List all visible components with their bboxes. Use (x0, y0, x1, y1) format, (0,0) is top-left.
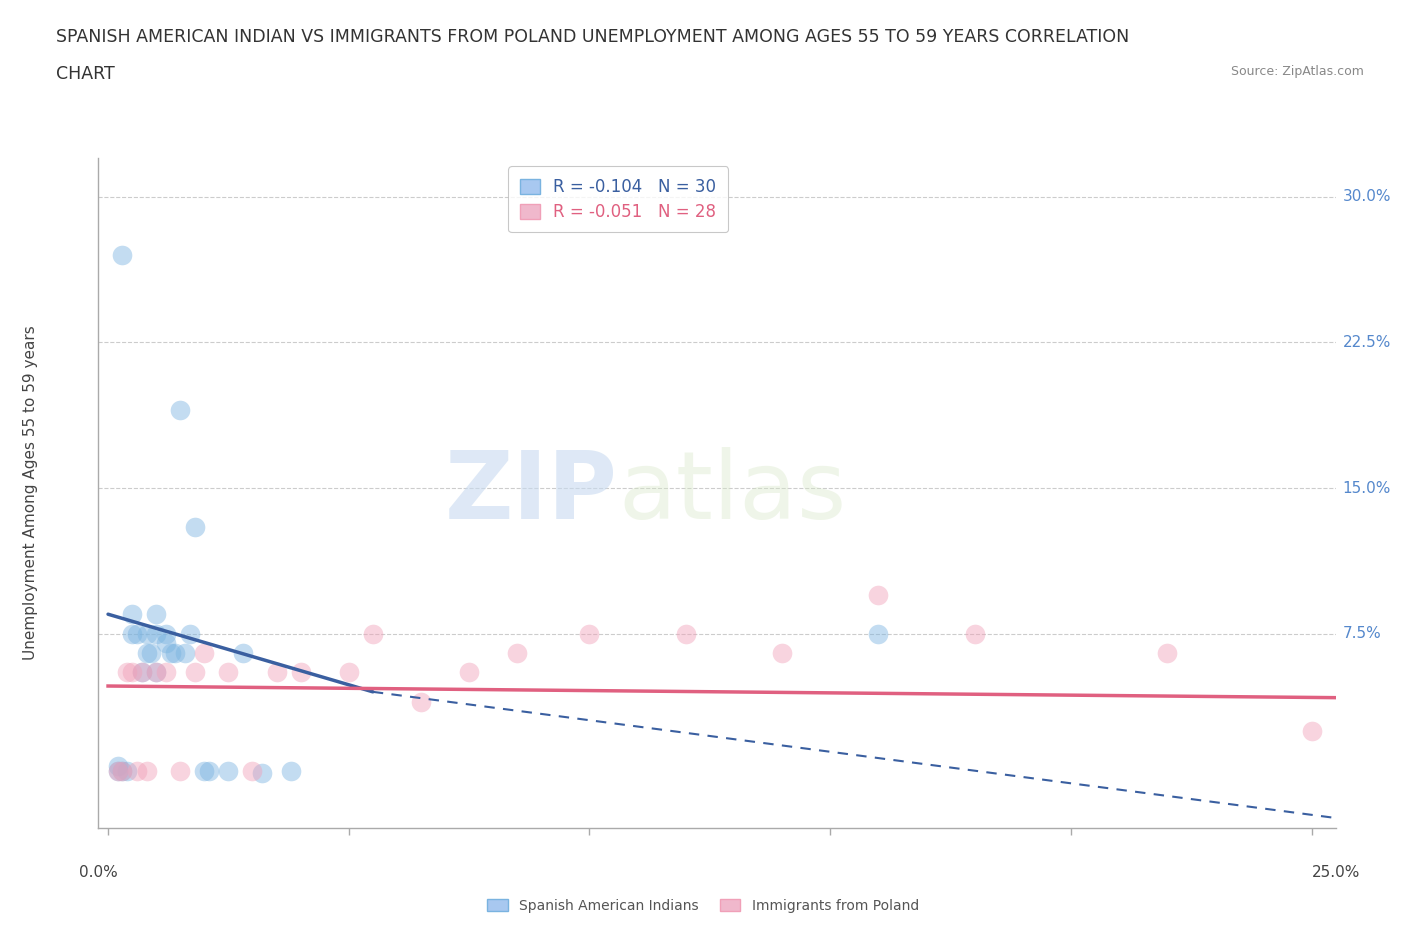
Point (290, 665, 312, 680)
Point (131, 665, 153, 680)
Point (232, 645, 254, 660)
Point (217, 764, 239, 778)
Point (337, 665, 360, 680)
Point (121, 606, 143, 621)
Legend: R = -0.104   N = 30, R = -0.051   N = 28: R = -0.104 N = 30, R = -0.051 N = 28 (508, 166, 728, 232)
Point (125, 626, 148, 641)
Point (242, 764, 264, 778)
Point (155, 665, 177, 680)
Point (250, 766, 273, 781)
Point (193, 645, 215, 660)
Point (174, 645, 197, 660)
Point (868, 588, 890, 603)
Point (193, 764, 215, 778)
Point (117, 764, 139, 778)
Point (107, 758, 129, 773)
Point (183, 520, 205, 535)
Point (506, 645, 529, 660)
Point (868, 626, 890, 641)
Point (145, 606, 167, 621)
Point (675, 626, 697, 641)
Point (145, 665, 167, 680)
Point (159, 645, 181, 660)
Point (361, 626, 384, 641)
Text: 30.0%: 30.0% (1343, 190, 1391, 205)
Text: 25.0%: 25.0% (1312, 865, 1360, 880)
Point (280, 764, 302, 778)
Point (198, 764, 221, 778)
Point (111, 247, 134, 262)
Point (169, 403, 191, 418)
Point (179, 626, 201, 641)
Point (111, 764, 134, 778)
Point (141, 645, 163, 660)
Point (578, 626, 600, 641)
Point (155, 626, 177, 641)
Point (1156, 645, 1178, 660)
Point (135, 626, 157, 641)
Point (155, 636, 177, 651)
Point (145, 665, 167, 680)
Text: 22.5%: 22.5% (1343, 335, 1391, 350)
Text: 7.5%: 7.5% (1343, 626, 1382, 641)
Point (458, 665, 481, 680)
Point (135, 645, 157, 660)
Point (117, 665, 139, 680)
Legend: Spanish American Indians, Immigrants from Poland: Spanish American Indians, Immigrants fro… (482, 894, 924, 919)
Text: atlas: atlas (619, 447, 846, 538)
Point (107, 764, 129, 778)
Point (131, 665, 153, 680)
Point (125, 764, 148, 778)
Text: 0.0%: 0.0% (79, 865, 118, 880)
Point (145, 626, 167, 641)
Point (217, 665, 239, 680)
Point (963, 626, 986, 641)
Point (107, 764, 129, 778)
Text: Source: ZipAtlas.com: Source: ZipAtlas.com (1230, 65, 1364, 78)
Point (770, 645, 793, 660)
Text: 15.0%: 15.0% (1343, 481, 1391, 496)
Point (165, 645, 187, 660)
Text: ZIP: ZIP (446, 447, 619, 538)
Point (135, 764, 157, 778)
Text: CHART: CHART (56, 65, 115, 83)
Point (121, 665, 143, 680)
Point (409, 694, 432, 709)
Point (169, 764, 191, 778)
Text: Unemployment Among Ages 55 to 59 years: Unemployment Among Ages 55 to 59 years (24, 326, 38, 660)
Point (111, 764, 134, 778)
Point (183, 665, 205, 680)
Point (1301, 724, 1323, 738)
Text: SPANISH AMERICAN INDIAN VS IMMIGRANTS FROM POLAND UNEMPLOYMENT AMONG AGES 55 TO : SPANISH AMERICAN INDIAN VS IMMIGRANTS FR… (56, 28, 1129, 46)
Point (121, 626, 143, 641)
Point (266, 665, 288, 680)
